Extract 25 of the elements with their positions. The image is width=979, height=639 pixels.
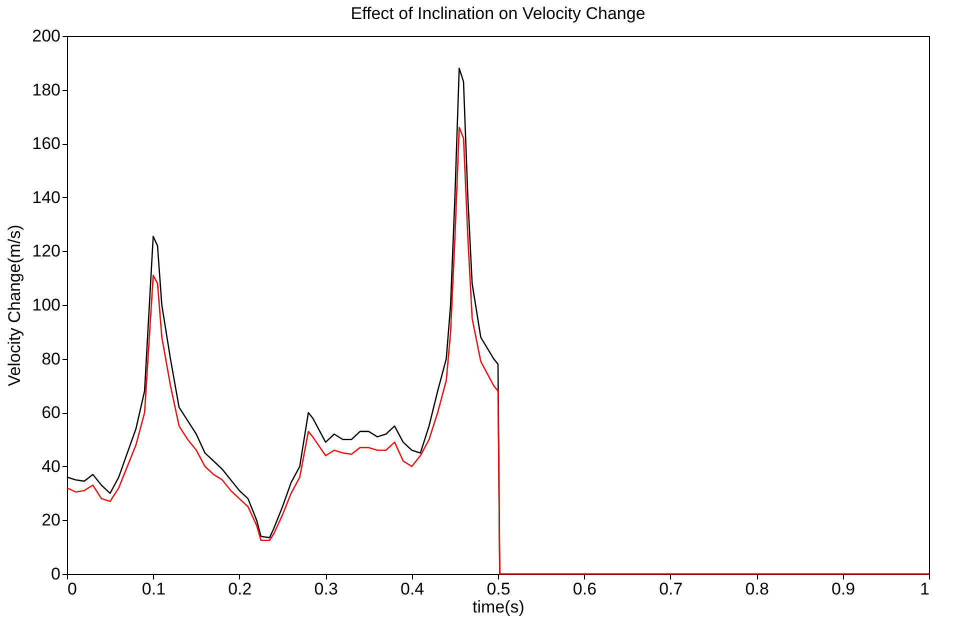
x-axis-title: time(s): [472, 598, 524, 616]
x-tick-label: 0.9: [831, 580, 856, 598]
y-tick-label: 160: [32, 134, 60, 154]
y-tick-label: 200: [32, 26, 60, 46]
y-axis-title: Velocity Change(m/s): [5, 224, 24, 386]
y-tick-label: 20: [42, 510, 60, 530]
x-tick-label: 0.6: [572, 580, 597, 598]
x-tick-label: 0.2: [228, 580, 252, 598]
x-tick-label: 0.4: [400, 580, 424, 598]
x-tick-label: 0: [68, 580, 77, 598]
y-tick-label: 120: [32, 242, 60, 261]
y-tick-label: 60: [42, 403, 60, 422]
x-tick-label: 0.7: [659, 580, 683, 598]
y-tick-label: 40: [42, 456, 60, 476]
y-tick-label: 0: [51, 564, 60, 584]
x-tick-label: 0.8: [745, 580, 769, 598]
y-tick-label: 180: [32, 80, 60, 100]
y-tick-label: 80: [42, 349, 60, 368]
x-tick-label: 0.5: [486, 580, 510, 598]
x-tick-label: 0.3: [314, 580, 338, 598]
x-tick-label: 1: [920, 580, 930, 598]
chart-title: Effect of Inclination on Velocity Change: [350, 4, 646, 23]
x-tick-label: 0.1: [142, 580, 166, 598]
y-tick-label: 140: [32, 188, 60, 207]
y-tick-label: 100: [32, 296, 60, 314]
